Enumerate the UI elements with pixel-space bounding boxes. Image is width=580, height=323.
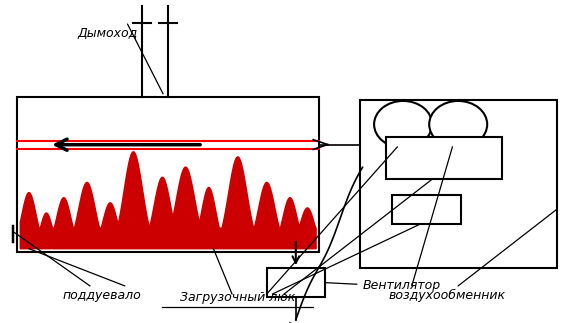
Polygon shape (20, 152, 316, 249)
Bar (17, 97, 319, 252)
Text: воздухообменник: воздухообменник (388, 289, 505, 302)
Bar (392, 195, 461, 224)
Text: поддуевало: поддуевало (62, 289, 141, 302)
Ellipse shape (429, 101, 487, 148)
Ellipse shape (374, 101, 432, 148)
Bar (386, 137, 502, 179)
Text: Загрузочный люк: Загрузочный люк (180, 291, 295, 304)
Bar (267, 268, 325, 297)
Text: Вентилятор: Вентилятор (362, 279, 441, 292)
Text: Дымоход: Дымоход (77, 27, 137, 40)
Bar (360, 100, 557, 268)
